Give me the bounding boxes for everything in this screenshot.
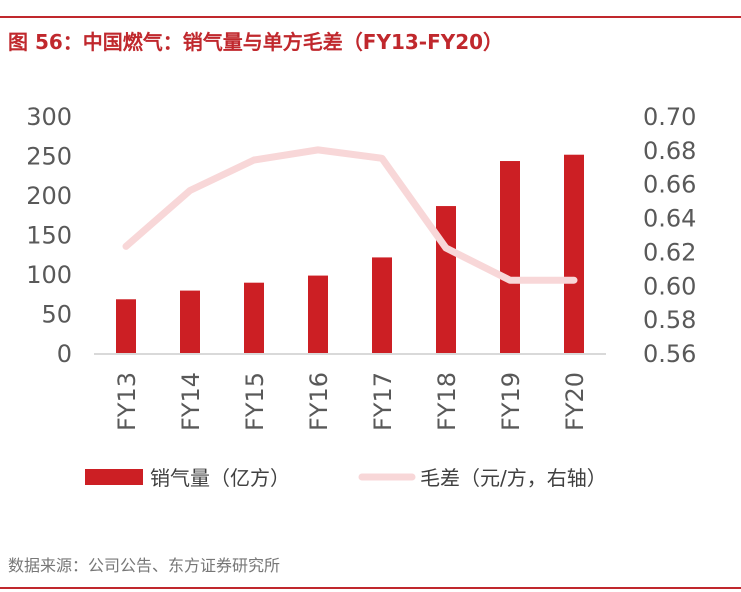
legend-bar-label: 销气量（亿方）: [150, 466, 290, 490]
x-axis-tick: FY18: [433, 372, 461, 431]
right-axis-tick: 0.70: [643, 103, 696, 131]
bar-FY17: [372, 257, 392, 353]
top-rule: [0, 16, 741, 18]
legend-bar-swatch: [85, 469, 143, 485]
bar-FY18: [436, 206, 456, 353]
right-axis-tick: 0.62: [643, 238, 696, 266]
x-axis-tick: FY16: [305, 372, 333, 431]
left-axis-tick: 50: [41, 301, 72, 329]
x-axis-tick: FY19: [497, 372, 525, 431]
x-axis-tick: FY15: [241, 372, 269, 431]
bar-FY13: [116, 299, 136, 353]
left-axis-tick: 200: [26, 182, 72, 210]
x-axis-tick: FY13: [113, 372, 141, 431]
margin-line: [122, 146, 578, 284]
legend-line-label: 毛差（元/方，右轴）: [420, 466, 607, 490]
bar-FY16: [308, 275, 328, 353]
right-axis-tick: 0.56: [643, 340, 696, 368]
bottom-rule: [0, 587, 741, 589]
left-axis-tick: 300: [26, 103, 72, 131]
left-axis-tick: 100: [26, 261, 72, 289]
right-axis-tick: 0.64: [643, 205, 696, 233]
x-axis-tick: FY17: [369, 372, 397, 431]
right-axis-tick: 0.66: [643, 171, 696, 199]
bar-FY19: [500, 161, 520, 353]
bar-FY20: [564, 154, 584, 353]
right-axis-tick: 0.58: [643, 306, 696, 334]
figure-title: 图 56：中国燃气：销气量与单方毛差（FY13-FY20）: [8, 30, 504, 54]
left-axis-tick: 250: [26, 143, 72, 171]
bar-FY15: [244, 282, 264, 353]
source-note: 数据来源：公司公告、东方证券研究所: [8, 556, 281, 575]
bar-FY14: [180, 290, 200, 353]
left-axis-tick: 0: [57, 340, 72, 368]
x-axis-tick: FY20: [561, 372, 589, 431]
x-axis-tick: FY14: [177, 372, 205, 431]
right-axis-tick: 0.60: [643, 272, 696, 300]
left-axis-tick: 150: [26, 222, 72, 250]
right-axis-tick: 0.68: [643, 137, 696, 165]
